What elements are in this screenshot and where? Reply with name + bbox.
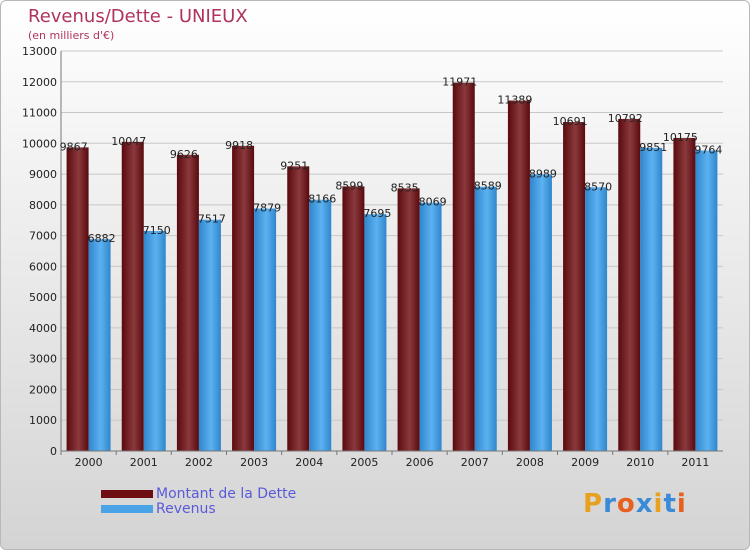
bar-dette <box>452 82 475 452</box>
x-tick-label: 2010 <box>626 456 654 469</box>
bar-revenus <box>254 208 277 451</box>
data-label-dette: 8599 <box>335 179 363 192</box>
bar-revenus <box>88 239 111 451</box>
y-tick-label: 10000 <box>22 137 57 150</box>
x-tick-label: 2004 <box>295 456 323 469</box>
x-tick-label: 2008 <box>516 456 544 469</box>
bar-revenus <box>198 219 221 451</box>
bar-dette <box>342 186 365 451</box>
data-label-revenus: 8069 <box>419 196 447 209</box>
data-label-revenus: 8166 <box>308 193 336 206</box>
y-tick-label: 1000 <box>29 414 57 427</box>
data-label-revenus: 6882 <box>88 232 116 245</box>
bar-dette <box>397 188 420 451</box>
y-tick-label: 8000 <box>29 199 57 212</box>
axes: 0 1000 2000 3000 4000 5000 6000 7000 8000 9000 100… <box>22 45 723 469</box>
data-label-dette: 9251 <box>280 159 308 172</box>
bar-revenus <box>695 150 718 452</box>
data-label-revenus: 7879 <box>253 202 281 215</box>
data-label-dette: 11971 <box>442 76 477 89</box>
legend-label-dette: Montant de la Dette <box>156 486 297 502</box>
chart-subtitle: (en milliers d'€) <box>28 29 115 42</box>
y-tick-label: 11000 <box>22 107 57 120</box>
bar-revenus <box>309 199 332 451</box>
y-tick-label: 12000 <box>22 76 57 89</box>
bar-dette <box>121 141 144 451</box>
proxiti-logo: Proxiti <box>583 489 687 519</box>
x-tick-label: 2001 <box>130 456 158 469</box>
data-label-dette: 10047 <box>111 135 146 148</box>
y-tick-label: 13000 <box>22 45 57 58</box>
data-labels: 9867 6882 10047 7150 9626 7517 9918 7879 9251 816… <box>60 76 723 246</box>
y-tick-label: 4000 <box>29 322 57 335</box>
data-label-revenus: 8989 <box>529 167 557 180</box>
y-tick-label: 7000 <box>29 230 57 243</box>
x-tick-label: 2007 <box>461 456 489 469</box>
bar-dette <box>507 100 530 452</box>
bar-revenus <box>364 214 387 451</box>
bar-dette <box>176 154 199 452</box>
data-label-dette: 10691 <box>553 115 588 128</box>
bar-revenus <box>419 202 442 451</box>
bar-revenus <box>585 187 608 452</box>
y-tick-label: 6000 <box>29 260 57 273</box>
bar-dette <box>66 147 89 451</box>
bars <box>66 82 718 452</box>
y-tick-label: 2000 <box>29 383 57 396</box>
page-title: Revenus/Dette - UNIEUX <box>28 6 248 27</box>
bar-dette <box>232 145 255 452</box>
bar-dette <box>563 122 586 452</box>
data-label-revenus: 8570 <box>584 180 612 193</box>
x-tick-label: 2000 <box>75 456 103 469</box>
bar-dette <box>618 118 641 451</box>
x-tick-label: 2006 <box>406 456 434 469</box>
grid-lines <box>61 50 723 452</box>
x-tick-label: 2011 <box>681 456 709 469</box>
y-tick-label: 0 <box>50 445 57 458</box>
x-tick-label: 2002 <box>185 456 213 469</box>
bar-revenus <box>143 231 166 451</box>
legend-swatch-dette <box>101 490 153 498</box>
data-label-revenus: 9764 <box>694 144 722 157</box>
data-label-dette: 9918 <box>225 139 253 152</box>
data-label-revenus: 8589 <box>474 180 502 193</box>
y-tick-label: 3000 <box>29 353 57 366</box>
data-label-revenus: 7517 <box>198 213 226 226</box>
data-label-dette: 10175 <box>663 131 698 144</box>
data-label-dette: 9626 <box>170 148 198 161</box>
x-tick-label: 2003 <box>240 456 268 469</box>
legend-swatch-revenus <box>101 505 153 513</box>
bar-revenus <box>529 174 552 451</box>
legend-label-revenus: Revenus <box>156 501 216 517</box>
data-label-revenus: 9851 <box>639 141 667 154</box>
data-label-dette: 10792 <box>608 112 643 125</box>
data-label-revenus: 7150 <box>143 224 171 237</box>
data-label-dette: 9867 <box>60 140 88 153</box>
bar-revenus <box>640 147 663 451</box>
y-tick-label: 5000 <box>29 291 57 304</box>
data-label-dette: 8535 <box>391 181 419 194</box>
x-tick-label: 2005 <box>350 456 378 469</box>
bar-dette <box>673 137 696 451</box>
data-label-dette: 11389 <box>497 94 532 107</box>
x-tick-label: 2009 <box>571 456 599 469</box>
bar-dette <box>287 166 310 451</box>
bar-revenus <box>474 186 497 451</box>
y-tick-label: 9000 <box>29 168 57 181</box>
data-label-revenus: 7695 <box>363 207 391 220</box>
